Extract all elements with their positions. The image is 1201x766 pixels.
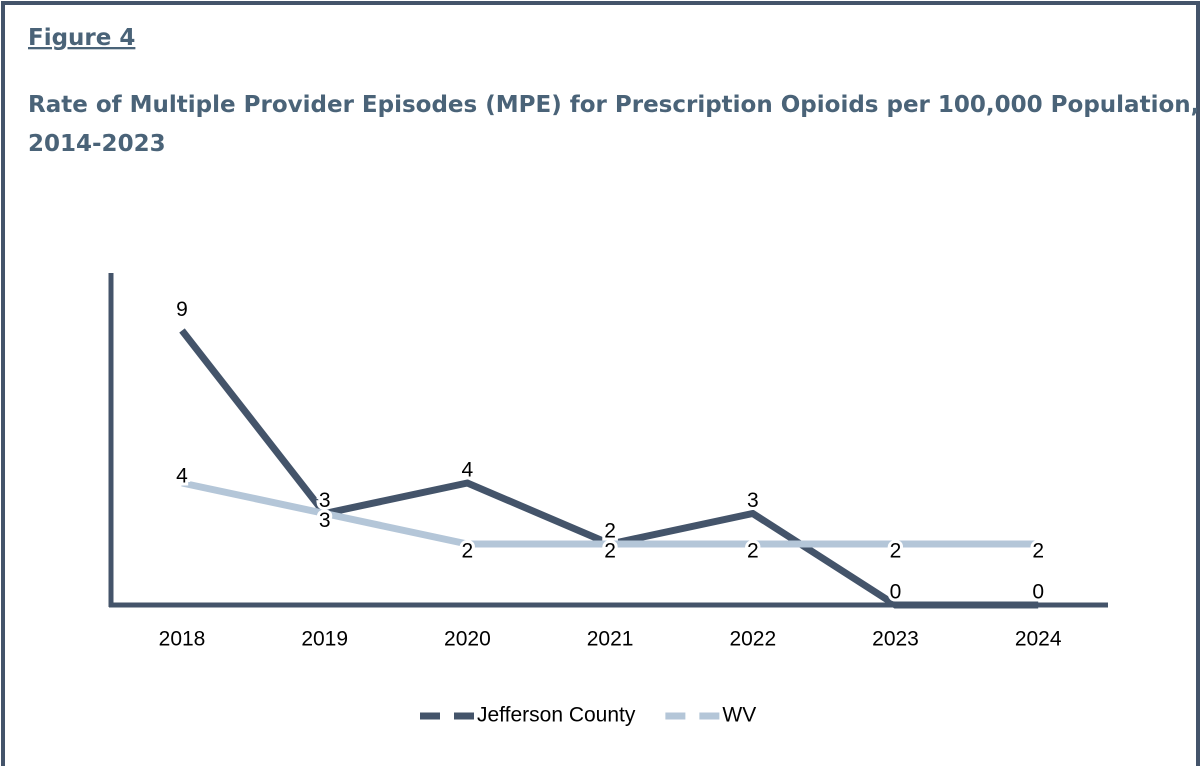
legend-label: Jefferson County	[477, 704, 636, 727]
x-tick-label: 2020	[444, 628, 491, 651]
x-tick-label: 2024	[1015, 628, 1062, 651]
data-label: 2	[1032, 540, 1044, 563]
data-label: 2	[462, 540, 474, 563]
series-line	[179, 328, 1039, 609]
x-tick-label: 2023	[872, 628, 919, 651]
data-label: 2	[890, 540, 902, 563]
data-label: 2	[747, 540, 759, 563]
data-label: 3	[747, 489, 759, 512]
data-label: 4	[176, 465, 188, 488]
data-label: 9	[176, 298, 188, 321]
data-label: 0	[1032, 581, 1044, 604]
series-line	[181, 479, 1039, 548]
x-tick-label: 2021	[587, 628, 634, 651]
data-label: 3	[319, 509, 331, 532]
legend-label: WV	[722, 704, 756, 727]
data-label: 0	[890, 581, 902, 604]
data-label: 2	[604, 540, 616, 563]
data-label: 3	[319, 489, 331, 512]
x-tick-label: 2018	[159, 628, 206, 651]
figure-label: Figure 4	[28, 25, 135, 51]
x-tick-label: 2019	[301, 628, 348, 651]
data-label: 4	[462, 459, 474, 482]
chart-title: Rate of Multiple Provider Episodes (MPE)…	[28, 92, 1201, 157]
x-tick-label: 2022	[729, 628, 776, 651]
data-label: 2	[604, 520, 616, 543]
